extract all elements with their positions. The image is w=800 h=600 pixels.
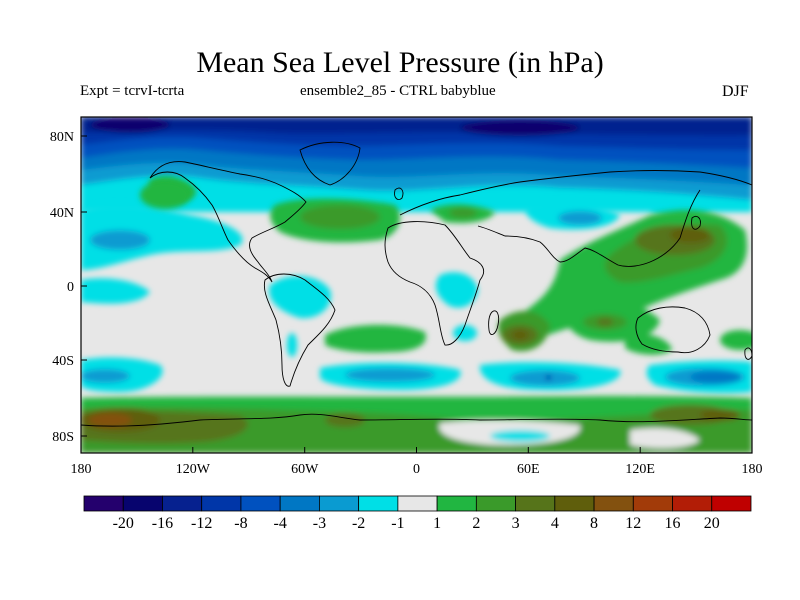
colorbar-swatch: [162, 495, 203, 512]
x-tick-label: 180: [742, 462, 763, 477]
north-america-coast: [149, 161, 307, 283]
colorbar-label: 2: [472, 515, 480, 532]
x-tick-label: 120W: [176, 462, 211, 477]
cyan-patches: [81, 200, 710, 357]
colorbar-label: 16: [665, 515, 681, 532]
colorbar-label: -8: [234, 515, 247, 532]
south-atlantic-high: [325, 324, 426, 353]
colorbar-label: -4: [274, 515, 287, 532]
colorbar-swatch: [632, 495, 673, 512]
y-tick-label: 80N: [50, 130, 74, 145]
colorbar-label: -2: [352, 515, 365, 532]
colorbar-swatch: [711, 495, 752, 512]
eurasia-coast: [399, 170, 752, 267]
map-title: Mean Sea Level Pressure (in hPa): [196, 46, 604, 79]
colorbar-swatch: [319, 495, 360, 512]
south-america-coast: [263, 273, 336, 387]
antarctic-high: [81, 396, 752, 453]
y-tick-label: 40N: [50, 206, 74, 221]
colorbar-swatch: [122, 495, 163, 512]
colorbar-label: 8: [590, 515, 598, 532]
colorbar-label: 12: [625, 515, 641, 532]
africa-coast: [384, 221, 484, 346]
british-isles-coast: [394, 187, 404, 201]
colorbar-swatch: [279, 495, 320, 512]
japan-coast: [691, 215, 701, 230]
colorbar-swatch: [397, 495, 438, 512]
colorbar-swatch: [515, 495, 556, 512]
y-axis-ticks: 80N 40N 0 40S 80S: [50, 130, 87, 445]
x-tick-label: 0: [413, 462, 420, 477]
y-tick-label: 0: [67, 280, 74, 295]
colorbar-label: -3: [313, 515, 326, 532]
x-tick-label: 180: [71, 462, 92, 477]
y-tick-label: 80S: [52, 430, 74, 445]
greenland-coast: [299, 141, 361, 186]
colorbar-swatch: [201, 495, 242, 512]
colorbar-swatch: [593, 495, 634, 512]
colorbar-swatch: [554, 495, 595, 512]
pressure-field: [81, 117, 752, 453]
colorbar-label: 1: [433, 515, 441, 532]
colorbar-label: 4: [551, 515, 559, 532]
colorbar-swatch: [436, 495, 477, 512]
x-axis-ticks: 180 120W 60W 0 60E 120E 180: [71, 447, 763, 477]
colorbar-label: -20: [113, 515, 134, 532]
y-tick-label: 40S: [52, 354, 74, 369]
antarctica-coast: [81, 413, 752, 427]
northern-low-band: [81, 117, 752, 212]
southern-ocean-low: [81, 357, 752, 394]
coastlines: [81, 141, 752, 427]
colorbar-swatch: [240, 495, 281, 512]
colorbar-label: -12: [191, 515, 212, 532]
season-label: DJF: [722, 83, 749, 100]
colorbar-swatch: [358, 495, 399, 512]
x-tick-label: 120E: [625, 462, 655, 477]
colorbar-label: -1: [391, 515, 404, 532]
north-atlantic-high: [140, 181, 495, 243]
australia-coast: [635, 306, 711, 354]
colorbar-label: 3: [512, 515, 520, 532]
colorbar: -20 -16 -12 -8 -4 -3 -2 -1 1 2 3 4 8 12 16 20: [83, 495, 752, 532]
ensemble-label: ensemble2_85 - CTRL babyblue: [300, 83, 496, 99]
colorbar-swatch: [475, 495, 516, 512]
colorbar-label: -16: [152, 515, 173, 532]
madagascar-coast: [488, 310, 500, 336]
experiment-label: Expt = tcrvI-tcrta: [80, 83, 185, 99]
x-tick-label: 60E: [517, 462, 540, 477]
colorbar-label: 20: [704, 515, 720, 532]
colorbar-swatch: [672, 495, 713, 512]
x-tick-label: 60W: [291, 462, 319, 477]
new-zealand-coast: [744, 347, 752, 360]
colorbar-swatch: [83, 495, 124, 512]
